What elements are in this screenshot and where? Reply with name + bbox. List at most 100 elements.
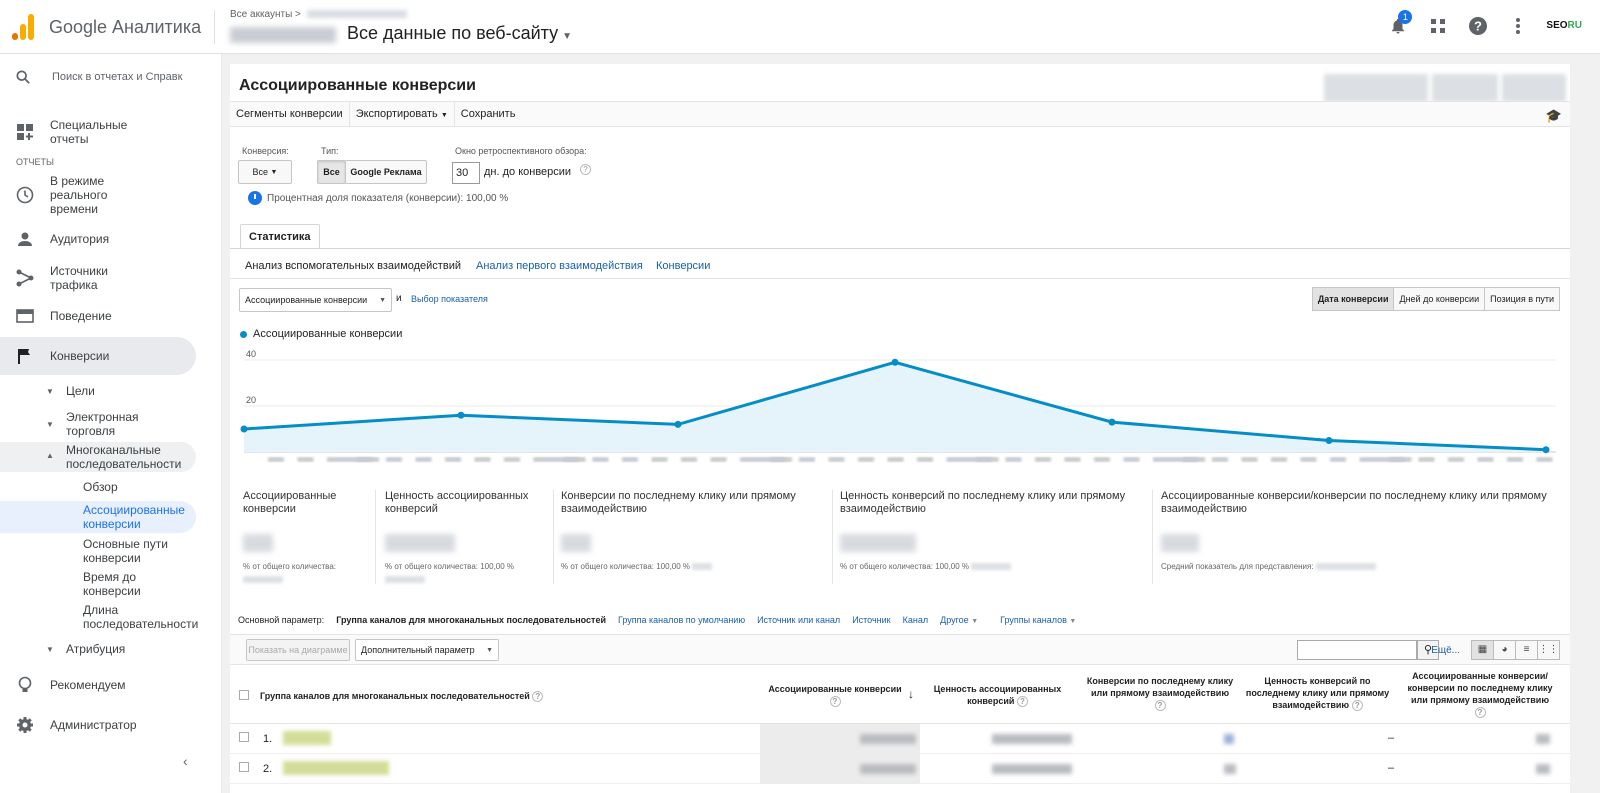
- conversion-segments-button[interactable]: Сегменты конверсии: [230, 101, 350, 127]
- export-button[interactable]: Экспортировать ▼: [350, 101, 455, 127]
- table-search-input[interactable]: [1297, 640, 1417, 660]
- sidebar-item-behavior[interactable]: Поведение: [0, 309, 200, 323]
- conversion-select[interactable]: Все ▼: [238, 160, 292, 184]
- search-icon[interactable]: ⚲: [1417, 640, 1439, 660]
- caret-down-icon: ▼: [440, 112, 448, 119]
- dimension-source-medium[interactable]: Источник или канал: [757, 615, 841, 625]
- sidebar-item-acquisition[interactable]: Источники трафика: [0, 264, 200, 292]
- sidebar-item-time-lag[interactable]: Время до конверсии: [83, 570, 141, 598]
- select-all-checkbox[interactable]: [239, 690, 249, 700]
- view-conversion-date[interactable]: Дата конверсии: [1311, 287, 1395, 311]
- subnav-assisted[interactable]: Анализ вспомогательных взаимодействий: [245, 260, 461, 272]
- dimension-source[interactable]: Источник: [852, 615, 891, 625]
- cell-redacted[interactable]: [1224, 764, 1236, 774]
- table-header: Группа каналов для многоканальных послед…: [230, 664, 1570, 724]
- x-tick-label-redacted: [828, 457, 845, 462]
- x-tick-label-redacted: [976, 457, 992, 462]
- column-header-assisted[interactable]: Ассоциированные конверсии?: [768, 684, 902, 707]
- sidebar-item-discover[interactable]: Рекомендуем: [0, 676, 200, 694]
- type-google-ads-button[interactable]: Google Реклама: [345, 160, 427, 184]
- sidebar-item-goals[interactable]: Цели: [66, 384, 95, 398]
- bar-list-icon[interactable]: ≡: [1515, 640, 1538, 660]
- chart-legend: Ассоциированные конверсии: [240, 328, 402, 340]
- metric-assisted: Ассоциированные конверсии% от общего кол…: [243, 490, 363, 586]
- sidebar-item-audience[interactable]: Аудитория: [0, 231, 200, 247]
- account-breadcrumb[interactable]: Все аккаунты >: [230, 9, 407, 20]
- sidebar-item-admin[interactable]: Администратор: [0, 716, 200, 734]
- help-icon[interactable]: ?: [580, 164, 591, 175]
- sort-down-icon[interactable]: ↓: [908, 687, 914, 701]
- x-tick-label-redacted: [504, 457, 520, 462]
- dimension-other[interactable]: Другое ▼: [940, 615, 979, 625]
- more-vert-icon[interactable]: [1506, 14, 1530, 38]
- channel-name-redacted[interactable]: [283, 731, 331, 745]
- plot-rows-button[interactable]: Показать на диаграмме: [246, 639, 350, 661]
- help-icon[interactable]: ?: [1466, 14, 1490, 38]
- row-checkbox[interactable]: [239, 762, 249, 772]
- x-tick-label-redacted: [533, 457, 586, 462]
- sidebar-item-realtime[interactable]: В режиме реального времени: [0, 174, 200, 216]
- secondary-dimension-select[interactable]: Дополнительный параметр ▼: [355, 639, 499, 661]
- data-point: [891, 358, 899, 366]
- sidebar-item-mcf-bg: [0, 442, 196, 472]
- sidebar-search[interactable]: Поиск в отчетах и Справк: [16, 70, 182, 84]
- graduation-cap-icon[interactable]: 🎓: [1545, 108, 1562, 123]
- row-checkbox[interactable]: [239, 732, 249, 742]
- column-header-last-click[interactable]: Конверсии по последнему клику или прямом…: [1086, 676, 1234, 711]
- app-title: Google Аналитика: [49, 17, 202, 37]
- view-selector[interactable]: Все данные по веб-сайту ▼: [347, 23, 573, 43]
- main-area: Ассоциированные конверсии Сегменты конве…: [222, 54, 1600, 793]
- column-header-ratio[interactable]: Ассоциированные конверсии/ конверсии по …: [1407, 671, 1553, 718]
- help-icon: ?: [1016, 696, 1028, 707]
- tab-explorer[interactable]: Статистика: [240, 224, 320, 248]
- sidebar-item-custom-reports[interactable]: Специальные отчеты: [0, 118, 200, 146]
- subnav-conversions[interactable]: Конверсии: [656, 260, 711, 272]
- sidebar-item-ecommerce[interactable]: Электронная торговля: [66, 410, 139, 438]
- cell-redacted[interactable]: [1224, 734, 1234, 744]
- tab-underline: [230, 248, 1570, 249]
- x-tick-label-redacted: [1507, 457, 1523, 462]
- view-days-to-conversion[interactable]: Дней до конверсии: [1393, 287, 1486, 311]
- collapse-sidebar-icon[interactable]: ‹: [183, 753, 188, 769]
- sidebar-item-attribution[interactable]: Атрибуция: [66, 642, 126, 656]
- view-path-position[interactable]: Позиция в пути: [1484, 287, 1560, 311]
- metric-select[interactable]: Ассоциированные конверсии ▼: [239, 288, 392, 312]
- analytics-logo-icon[interactable]: [12, 14, 34, 40]
- subnav-first-interaction[interactable]: Анализ первого взаимодействия: [476, 260, 643, 272]
- column-header-assisted-value[interactable]: Ценность ассоциированных конверсий ?: [933, 684, 1062, 707]
- sidebar-item-mcf[interactable]: Многоканальные последовательности: [66, 443, 182, 471]
- sorted-column-cell: [760, 754, 920, 784]
- sidebar-item-path-length[interactable]: Длина последовательности: [83, 603, 199, 631]
- dimension-default-channel[interactable]: Группа каналов по умолчанию: [618, 615, 746, 625]
- x-tick-label-redacted: [445, 457, 461, 462]
- bell-icon[interactable]: 1: [1386, 10, 1413, 38]
- x-tick-label-redacted: [474, 457, 491, 462]
- save-button[interactable]: Сохранить: [460, 108, 516, 120]
- channel-name-redacted[interactable]: [283, 761, 389, 775]
- sidebar-item-conversions[interactable]: Конверсии: [0, 337, 196, 375]
- x-tick-label-redacted: [651, 457, 668, 462]
- conversion-label: Конверсия:: [242, 146, 289, 156]
- sidebar-item-assisted-conversions[interactable]: Ассоциированные конверсии: [0, 501, 196, 533]
- compare-redacted[interactable]: [1432, 74, 1498, 102]
- advanced-link[interactable]: Ещё...: [1431, 645, 1460, 656]
- pie-chart-icon[interactable]: ◕: [1493, 640, 1516, 660]
- column-header-last-click-value[interactable]: Ценность конверсий по последнему клику и…: [1245, 676, 1390, 711]
- dimension-channel-groupings[interactable]: Группы каналов ▼: [1000, 615, 1077, 625]
- pivot-icon[interactable]: ⋮⋮: [1537, 640, 1560, 660]
- metric-divider: [1152, 490, 1153, 584]
- sidebar-item-overview[interactable]: Обзор: [83, 480, 118, 494]
- type-all-button[interactable]: Все: [317, 160, 346, 184]
- apps-grid-icon[interactable]: [1426, 14, 1450, 38]
- y-tick-label: 40: [246, 349, 256, 359]
- x-tick-label-redacted: [1005, 457, 1022, 462]
- choose-metric-link[interactable]: Выбор показателя: [411, 294, 488, 304]
- header-control-redacted[interactable]: [1502, 74, 1566, 102]
- table-grid-icon[interactable]: ▦: [1471, 640, 1494, 660]
- date-range-redacted[interactable]: [1324, 74, 1428, 102]
- lookback-days-input[interactable]: 30: [452, 162, 480, 184]
- metric-last-click: Конверсии по последнему клику или прямом…: [561, 490, 796, 571]
- dimension-medium[interactable]: Канал: [902, 615, 929, 625]
- sidebar-item-top-paths[interactable]: Основные пути конверсии: [83, 537, 168, 565]
- column-header-channel[interactable]: Группа каналов для многоканальных послед…: [260, 690, 544, 702]
